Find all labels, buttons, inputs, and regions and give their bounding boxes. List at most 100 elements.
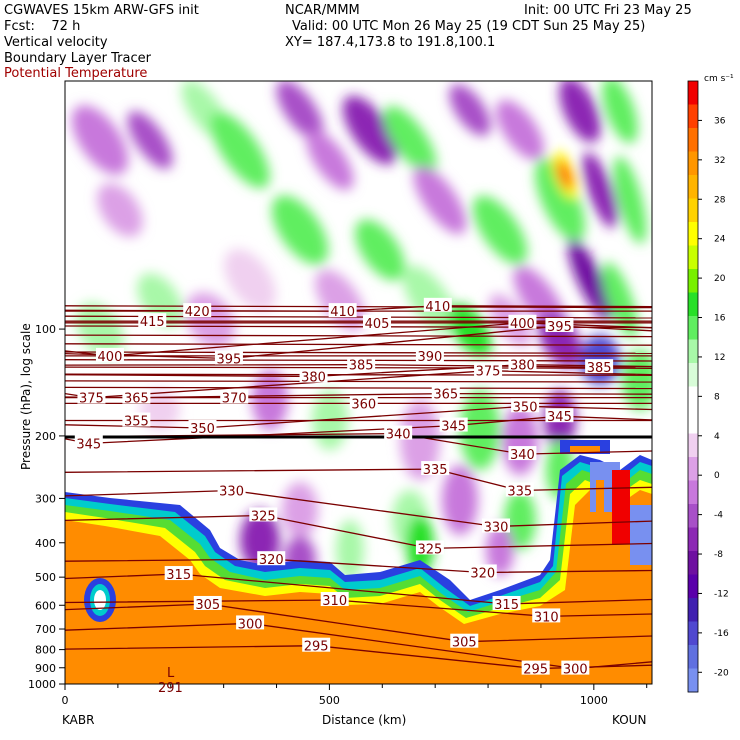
theta-contour-label: 370 — [222, 392, 247, 407]
colorbar-tick-label: 32 — [714, 156, 725, 166]
header-line3-left: Vertical velocity — [4, 35, 108, 50]
theta-line — [65, 432, 652, 455]
theta-label-background — [77, 389, 106, 404]
colorbar-tick-label: -16 — [714, 629, 729, 639]
colorbar-swatch — [688, 151, 698, 176]
colorbar-swatch — [688, 245, 698, 270]
header-line1-center: NCAR/MMM — [285, 3, 360, 18]
colorbar-swatch — [688, 175, 698, 199]
theta-contour-label: 360 — [351, 397, 376, 412]
colorbar-tick-label: 20 — [714, 274, 726, 284]
colorbar-swatch — [688, 198, 698, 223]
x-end-label-right: KOUN — [612, 713, 646, 727]
colorbar-swatch — [688, 316, 698, 340]
colorbar-tick-label: -8 — [714, 550, 723, 560]
theta-label-background — [183, 303, 212, 318]
theta-line — [65, 489, 652, 528]
theta-label-background — [138, 313, 167, 328]
theta-label-background — [249, 507, 278, 522]
theta-line — [65, 351, 652, 354]
colorbar-swatch — [688, 504, 698, 528]
theta-label-background — [164, 566, 193, 581]
x-end-label-left: KABR — [62, 713, 94, 727]
colorbar-tick-label: 28 — [714, 195, 726, 205]
theta-contour-label: 400 — [510, 317, 535, 332]
theta-contour-label: 295 — [523, 663, 548, 678]
header-line5-left: Potential Temperature — [4, 66, 148, 81]
y-tick-label: 900 — [35, 662, 56, 675]
theta-line — [65, 622, 652, 670]
theta-contour-label: 305 — [452, 636, 477, 651]
theta-label-background — [468, 564, 497, 579]
colorbar-swatch — [688, 668, 698, 693]
theta-label-background — [74, 435, 103, 450]
theta-contour-label: 325 — [251, 509, 276, 524]
theta-contour-label: 355 — [124, 415, 149, 430]
y-tick-label: 700 — [35, 623, 56, 636]
theta-label-background — [217, 482, 246, 497]
colorbar-tick-label: -4 — [714, 511, 723, 521]
theta-label-background — [363, 314, 392, 329]
colorbar-swatch — [688, 269, 698, 293]
theta-label-background — [521, 660, 550, 675]
colorbar-tick-label: 8 — [714, 392, 720, 402]
theta-label-background — [508, 356, 537, 371]
theta-contour-label: 350 — [190, 422, 215, 437]
colorbar-swatch — [688, 222, 698, 246]
theta-label-background — [450, 633, 479, 648]
theta-label-background — [421, 461, 450, 476]
theta-line — [65, 343, 652, 346]
header-line2-right: Valid: 00 UTC Mon 26 May 25 (19 CDT Sun … — [292, 19, 646, 34]
y-tick-label: 100 — [35, 323, 56, 336]
header-line4-left: Boundary Layer Tracer — [4, 51, 151, 66]
plot-fields: 420 415 410 410 405 400 400 395 395 390 385 385 380 3… — [65, 81, 652, 684]
colorbar-swatch — [688, 386, 698, 411]
theta-contour-label: 315 — [494, 598, 519, 613]
theta-line — [65, 558, 652, 574]
theta-label-background — [431, 385, 460, 400]
theta-contour-label: 385 — [349, 359, 374, 374]
theta-label-background — [95, 347, 124, 362]
theta-label-background — [474, 362, 503, 377]
theta-label-background — [492, 595, 521, 610]
colorbar-tick-label: -20 — [714, 668, 729, 678]
colorbar-tick-label: 0 — [714, 471, 720, 481]
theta-contour-label: 320 — [470, 566, 495, 581]
colorbar-swatch — [688, 598, 698, 622]
surface-letter: L — [167, 666, 175, 681]
theta-label-background — [545, 317, 574, 332]
colorbar-swatch — [688, 410, 698, 434]
colorbar-swatch — [688, 480, 698, 505]
theta-contour-labels: 420 415 410 410 405 400 400 395 395 390 385 385 380 3… — [74, 297, 614, 678]
theta-label-background — [508, 314, 537, 329]
theta-label-background — [257, 551, 286, 566]
theta-label-background — [193, 595, 222, 610]
theta-contour-label: 400 — [98, 350, 123, 365]
theta-label-background — [508, 446, 537, 461]
theta-contour-label: 395 — [547, 320, 572, 335]
theta-contour-label: 365 — [433, 388, 458, 403]
theta-label-background — [214, 350, 243, 365]
theta-contour-label: 345 — [547, 410, 572, 425]
theta-label-background — [511, 398, 540, 413]
theta-contour-label: 390 — [417, 350, 442, 365]
theta-label-background — [423, 297, 452, 312]
theta-contour-label: 340 — [510, 448, 535, 463]
y-tick-label: 500 — [35, 571, 56, 584]
theta-contour-label: 405 — [365, 317, 390, 332]
theta-label-background — [439, 417, 468, 432]
y-tick-label: 400 — [35, 537, 56, 550]
theta-contour-label: 375 — [476, 365, 501, 380]
theta-label-background — [236, 615, 265, 630]
x-axis-label: Distance (km) — [322, 713, 406, 727]
theta-contour-label: 340 — [386, 428, 411, 443]
theta-label-background — [220, 389, 249, 404]
theta-label-background — [415, 347, 444, 362]
x-axis-ticks: 0 500 1000 — [62, 684, 648, 707]
colorbar-swatch — [688, 128, 698, 152]
theta-line — [65, 305, 652, 309]
theta-contour-label: 345 — [76, 437, 101, 452]
theta-label-background — [302, 637, 331, 652]
colorbar-swatch — [688, 104, 698, 129]
